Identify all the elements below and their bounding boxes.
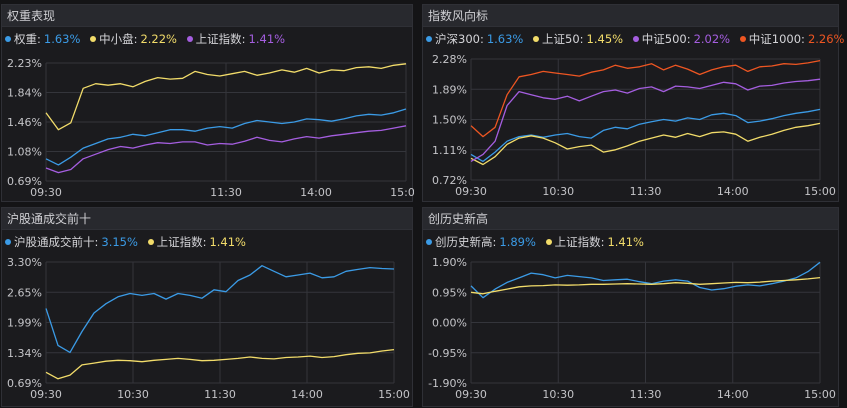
legend-item: 中证1000: 2.26% bbox=[739, 32, 844, 46]
series-line bbox=[470, 78, 821, 162]
x-tick-label: 11:30 bbox=[204, 388, 236, 401]
legend-item: 上证指数: 1.41% bbox=[545, 235, 644, 249]
x-tick-label: 09:30 bbox=[455, 185, 487, 198]
y-tick-label: 0.69% bbox=[7, 377, 42, 390]
line-chart: 2.28% 1.89% 1.50% 1.11% 0.72%09:30 10:30 11:30… bbox=[432, 53, 836, 198]
series-line bbox=[470, 108, 821, 163]
panel-index-indicator: 指数风向标 沪深300: 1.63% 上证50: 1.45% 中证500: 2.02%… bbox=[422, 4, 844, 202]
y-tick-label: 3.30% bbox=[7, 256, 42, 269]
x-tick-label: 15:00 bbox=[804, 388, 836, 401]
y-tick-label: 1.89% bbox=[432, 83, 467, 96]
legend-item: 沪深300: 1.63% bbox=[426, 32, 523, 46]
x-tick-label: 15:00 bbox=[378, 388, 410, 401]
panel-weight-performance: 权重表现 权重: 1.63% 中小盘: 2.22% 上证指数: 1.41% 2.23%… bbox=[1, 4, 414, 202]
x-tick-label: 15:00 bbox=[804, 185, 836, 198]
y-tick-label: 2.65% bbox=[7, 286, 42, 299]
legend-item: 中证500: 2.02% bbox=[632, 32, 730, 46]
y-tick-label: 1.90% bbox=[432, 256, 467, 269]
x-tick-label: 15:00 bbox=[390, 186, 414, 199]
x-tick-label: 11:30 bbox=[210, 186, 242, 199]
chart-legend: 沪深300: 1.63% 上证50: 1.45% 中证500: 2.02% 中证100… bbox=[426, 31, 847, 47]
chart-legend: 创历史新高: 1.89% 上证指数: 1.41% bbox=[426, 234, 650, 250]
y-tick-label: 1.34% bbox=[7, 347, 42, 360]
panel-title: 沪股通成交前十 bbox=[2, 208, 412, 230]
x-tick-label: 14:00 bbox=[291, 388, 323, 401]
y-tick-label: 1.46% bbox=[7, 116, 42, 129]
x-tick-label: 14:00 bbox=[717, 185, 749, 198]
legend-item: 上证指数: 1.41% bbox=[186, 32, 285, 46]
series-line bbox=[45, 125, 407, 174]
series-line bbox=[470, 261, 821, 299]
legend-item: 创历史新高: 1.89% bbox=[426, 235, 536, 249]
panel-title: 创历史新高 bbox=[423, 208, 838, 230]
series-line bbox=[45, 108, 407, 166]
series-line bbox=[470, 276, 821, 295]
y-tick-label: 2.28% bbox=[432, 53, 467, 66]
y-tick-label: 0.69% bbox=[7, 175, 42, 188]
chart-legend: 权重: 1.63% 中小盘: 2.22% 上证指数: 1.41% bbox=[5, 31, 291, 47]
x-tick-label: 09:30 bbox=[30, 186, 62, 199]
y-tick-label: 0.00% bbox=[432, 317, 467, 330]
panel-title: 指数风向标 bbox=[423, 5, 838, 27]
series-line bbox=[45, 265, 395, 354]
x-tick-label: 09:30 bbox=[455, 388, 487, 401]
x-tick-label: 09:30 bbox=[30, 388, 62, 401]
y-tick-label: 1.11% bbox=[432, 144, 467, 157]
chart-legend: 沪股通成交前十: 3.15% 上证指数: 1.41% bbox=[5, 234, 252, 250]
y-tick-label: 1.84% bbox=[7, 87, 42, 100]
panel-northbound-top10: 沪股通成交前十 沪股通成交前十: 3.15% 上证指数: 1.41% 3.30% 2.… bbox=[1, 207, 413, 407]
series-line bbox=[45, 63, 407, 131]
y-tick-label: 1.99% bbox=[7, 317, 42, 330]
legend-item: 中小盘: 2.22% bbox=[90, 32, 177, 46]
x-tick-label: 11:30 bbox=[630, 388, 662, 401]
x-tick-label: 14:00 bbox=[717, 388, 749, 401]
y-tick-label: -0.95% bbox=[428, 347, 467, 360]
series-line bbox=[45, 348, 395, 380]
x-tick-label: 10:30 bbox=[117, 388, 149, 401]
x-tick-label: 11:30 bbox=[630, 185, 662, 198]
legend-item: 上证50: 1.45% bbox=[533, 32, 623, 46]
line-chart: 2.23% 1.84% 1.46% 1.08% 0.69%09:30 11:30 14:00… bbox=[7, 57, 414, 199]
legend-item: 权重: 1.63% bbox=[5, 32, 80, 46]
series-line bbox=[470, 59, 821, 138]
legend-item: 沪股通成交前十: 3.15% bbox=[5, 235, 138, 249]
panel-title: 权重表现 bbox=[2, 5, 412, 27]
series-line bbox=[470, 122, 821, 166]
x-tick-label: 14:00 bbox=[300, 186, 332, 199]
x-tick-label: 10:30 bbox=[542, 388, 574, 401]
y-tick-label: 2.23% bbox=[7, 57, 42, 70]
y-tick-label: 0.95% bbox=[432, 286, 467, 299]
x-tick-label: 10:30 bbox=[542, 185, 574, 198]
y-tick-label: 0.72% bbox=[432, 174, 467, 187]
legend-item: 上证指数: 1.41% bbox=[147, 235, 246, 249]
line-chart: 3.30% 2.65% 1.99% 1.34% 0.69%09:30 10:30 11:30… bbox=[7, 256, 410, 401]
y-tick-label: 1.50% bbox=[432, 114, 467, 127]
panel-all-time-high: 创历史新高 创历史新高: 1.89% 上证指数: 1.41% 1.90% 0.95% 0… bbox=[422, 207, 839, 407]
y-tick-label: -1.90% bbox=[428, 377, 467, 390]
y-tick-label: 1.08% bbox=[7, 146, 42, 159]
line-chart: 1.90% 0.95% 0.00% -0.95% -1.90%09:30 10:30 11:… bbox=[428, 256, 836, 401]
